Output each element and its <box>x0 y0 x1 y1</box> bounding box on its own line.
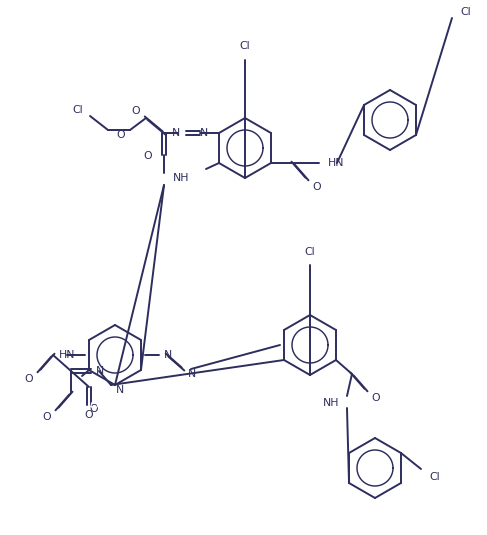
Text: O: O <box>116 130 125 140</box>
Text: Cl: Cl <box>240 41 250 51</box>
Text: O: O <box>42 412 51 422</box>
Text: N: N <box>188 369 196 379</box>
Text: O: O <box>24 374 33 384</box>
Text: NH: NH <box>173 173 189 183</box>
Text: N: N <box>96 366 104 376</box>
Text: O: O <box>89 404 97 414</box>
Text: O: O <box>371 393 379 403</box>
Text: O: O <box>131 106 140 116</box>
Text: Cl: Cl <box>73 105 83 115</box>
Text: O: O <box>312 182 320 192</box>
Text: N: N <box>172 128 180 138</box>
Text: Cl: Cl <box>429 472 440 482</box>
Text: NH: NH <box>322 398 339 408</box>
Text: HN: HN <box>58 350 75 360</box>
Text: HN: HN <box>328 158 344 168</box>
Text: Cl: Cl <box>460 7 470 17</box>
Text: O: O <box>85 410 94 420</box>
Text: O: O <box>143 151 152 161</box>
Text: Cl: Cl <box>305 247 315 257</box>
Text: N: N <box>200 128 208 138</box>
Text: O: O <box>89 401 97 411</box>
Text: N: N <box>164 350 172 360</box>
Text: N: N <box>116 385 124 395</box>
